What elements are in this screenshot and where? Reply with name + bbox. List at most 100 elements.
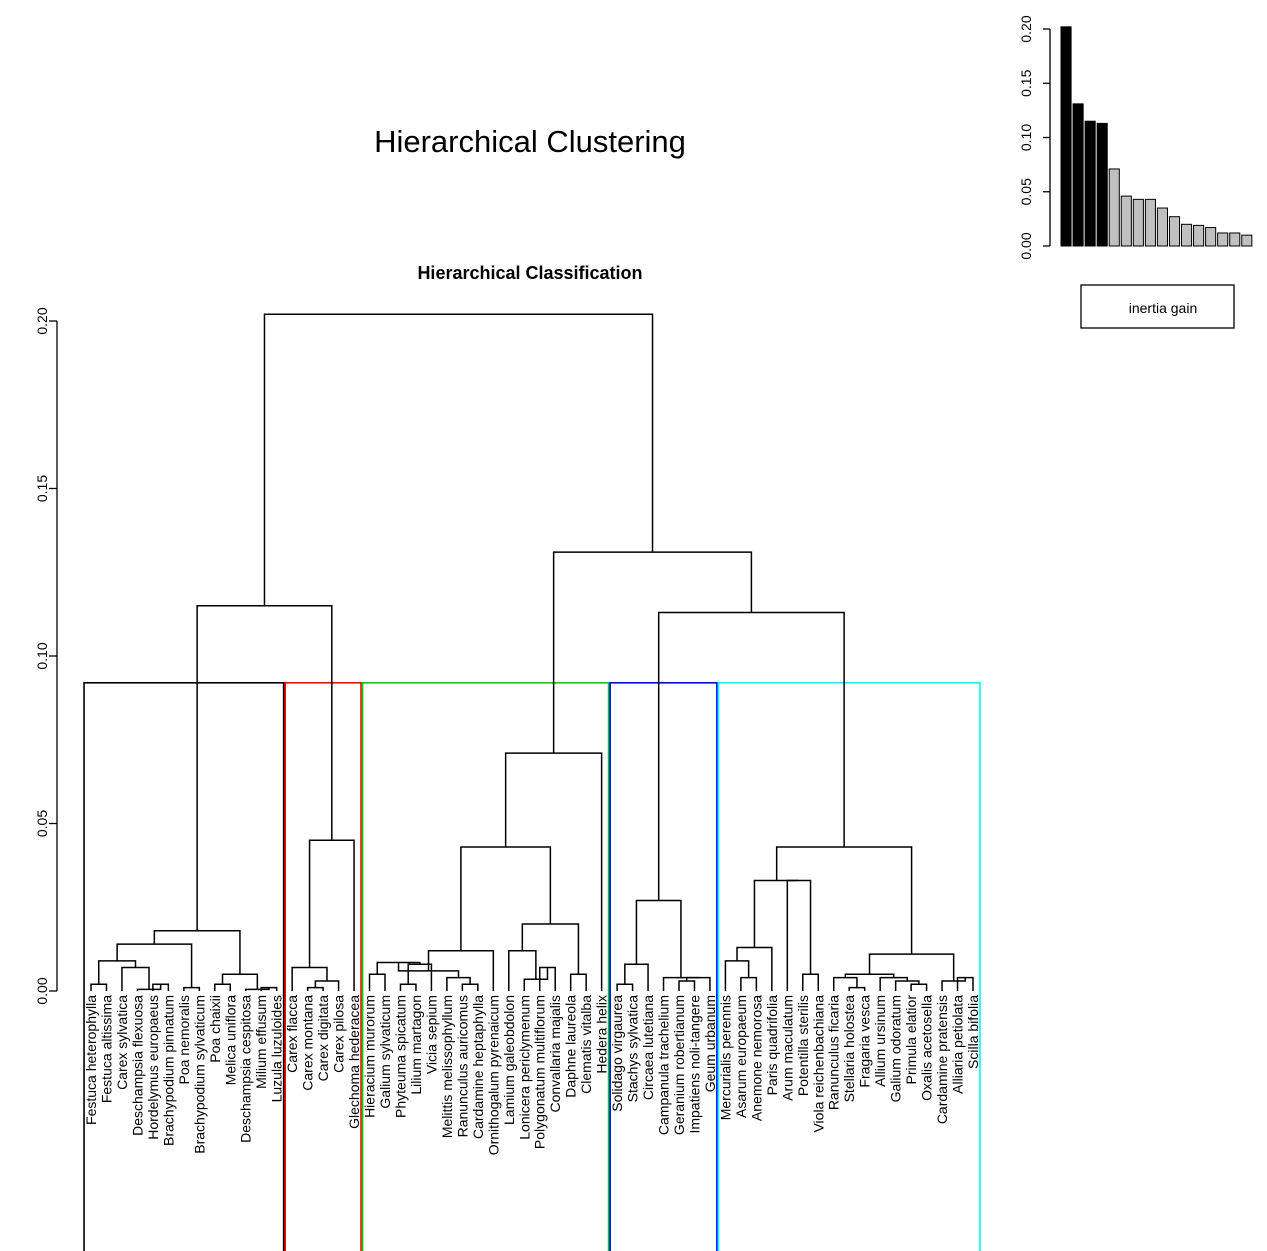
dendrogram-title: Hierarchical Classification [417, 263, 642, 283]
leaf-label: Scilla bifolia [965, 995, 981, 1069]
leaf-label: Polygonatum multiflorum [532, 995, 548, 1149]
leaf-label: Carex pilosa [331, 995, 347, 1073]
leaf-label: Stellaria holostea [841, 995, 857, 1103]
inertia-bar [1144, 198, 1156, 247]
leaf-label: Lamium galeobdolon [501, 995, 517, 1125]
leaf-label: Phyteuma spicatum [392, 995, 408, 1118]
leaf-label: Ranunculus auricomus [454, 995, 470, 1137]
leaf-label: Carex sylvatica [114, 995, 130, 1090]
leaf-label: Convallaria majalis [547, 995, 563, 1113]
leaf-label: Hieracium murorum [362, 995, 378, 1118]
leaf-label: Festuca heterophylla [83, 995, 99, 1125]
leaf-label: Primula elatior [903, 995, 919, 1085]
dendrogram-merge [657, 611, 845, 901]
leaf-label: Galium odoratum [888, 995, 904, 1102]
inertia-legend: inertia gain [1080, 284, 1235, 329]
dendrogram-merge [121, 966, 150, 991]
leaf-label: Asarum europaeum [733, 995, 749, 1118]
inertia-legend-box [1080, 284, 1235, 329]
leaf-label: Stachys sylvatica [625, 995, 641, 1103]
inertia-y-tick-label: 0.05 [1018, 178, 1034, 205]
leaf-label: Cardamine pratensis [934, 995, 950, 1124]
leaf-label: Oxalis acetosella [919, 995, 935, 1101]
leaf-label: Clematis vitalba [578, 995, 594, 1094]
dendrogram-y-tick-label: 0.15 [34, 475, 50, 502]
leaf-label: Carex montana [300, 995, 316, 1091]
dendrogram-merge [685, 976, 711, 991]
inertia-y-tick-label: 0.00 [1018, 232, 1034, 259]
leaf-label: Lilium martagon [408, 995, 424, 1095]
leaf-label: Carex flacca [284, 995, 300, 1073]
dendrogram-merge [775, 846, 913, 955]
inertia-y-tick-label: 0.15 [1018, 69, 1034, 96]
dendrogram-merge [832, 976, 858, 991]
leaf-label: Melica uniflora [222, 995, 238, 1085]
leaf-label: Anemone nemorosa [748, 995, 764, 1121]
leaf-label: Mercurialis perennis [717, 995, 733, 1120]
leaf-label: Poa chaixii [207, 995, 223, 1063]
leaf-label: Alliaria petiolata [950, 995, 966, 1094]
leaf-label: Brachypodium pinnatum [160, 995, 176, 1146]
leaf-label: Ranunculus ficaria [826, 995, 842, 1110]
leaf-label: Carex digitata [315, 995, 331, 1082]
inertia-bar [1084, 120, 1096, 247]
dendrogram-merge [736, 946, 773, 991]
dendrogram-merge [460, 846, 552, 951]
leaf-label: Campanula trachelium [656, 995, 672, 1135]
cluster-box [717, 681, 981, 1251]
leaf-label: Arum maculatum [779, 995, 795, 1101]
dendrogram-merge [308, 839, 355, 991]
inertia-bar [1168, 216, 1181, 247]
leaf-label: Deschampsia flexuosa [129, 995, 145, 1136]
leaf-label: Lonicera periclymenum [516, 995, 532, 1140]
leaf-label: Hedera helix [594, 995, 610, 1074]
inertia-bar [1205, 227, 1217, 247]
dendrogram-merge [221, 973, 259, 990]
inertia-y-axis: 0.00 0.05 0.10 0.15 0.20 [1018, 15, 1051, 260]
dendrogram-merge [368, 973, 386, 991]
dendrogram-merge [314, 980, 340, 991]
dendrogram-merge [306, 986, 324, 991]
leaf-label: Hordelymus europaeus [145, 995, 161, 1140]
dendrogram-merge [399, 983, 417, 991]
inertia-bar [1060, 26, 1072, 247]
leaf-label: Brachypodium sylvaticum [191, 995, 207, 1154]
cluster-box [361, 681, 610, 1251]
inertia-y-tick-label: 0.10 [1018, 124, 1034, 151]
dendrogram-y-axis: 0.00 0.05 0.10 0.15 0.20 [34, 307, 58, 1005]
leaf-label: Milium effusum [253, 995, 269, 1089]
cluster-box [83, 681, 285, 1251]
dendrogram-merge [616, 983, 634, 991]
dendrogram-merge [848, 986, 866, 991]
dendrogram-merge [552, 551, 753, 754]
dendrogram-merge [521, 923, 580, 975]
dendrogram-cluster-boxes [83, 681, 981, 1251]
inertia-bar [1120, 195, 1132, 247]
inertia-bar [1156, 207, 1169, 247]
dendrogram-merge [802, 973, 820, 991]
dendrogram-merge [90, 983, 108, 991]
dendrogram-merge [508, 950, 537, 991]
page-title: Hierarchical Clustering [374, 124, 686, 159]
dendrogram-merge [263, 313, 654, 606]
leaf-label: Glechoma hederacea [346, 995, 362, 1129]
dendrogram-merge [97, 960, 137, 985]
dendrogram-merge [724, 960, 750, 991]
dendrogram-merge [153, 929, 241, 975]
dendrogram-merge [879, 976, 908, 991]
leaf-label: Solidago virgaurea [609, 995, 625, 1112]
inertia-bar [1181, 223, 1193, 247]
leaf-label: Geum urbanum [702, 995, 718, 1092]
dendrogram-merge [740, 976, 758, 991]
dendrogram-tree [90, 313, 974, 991]
dendrogram-merge [183, 986, 201, 991]
leaf-label: Potentilla sterilis [795, 995, 811, 1096]
leaf-label: Paris quadrifolia [764, 995, 780, 1096]
dendrogram-merge [624, 963, 649, 991]
leaf-label: Festuca altissima [98, 995, 114, 1103]
inertia-bar [1217, 232, 1229, 247]
inertia-bar [1229, 232, 1241, 247]
dendrogram-merge [504, 752, 603, 991]
dendrogram-merge [678, 980, 696, 991]
dendrogram-leaf-labels: Festuca heterophylla Festuca altissima Car… [83, 995, 981, 1156]
